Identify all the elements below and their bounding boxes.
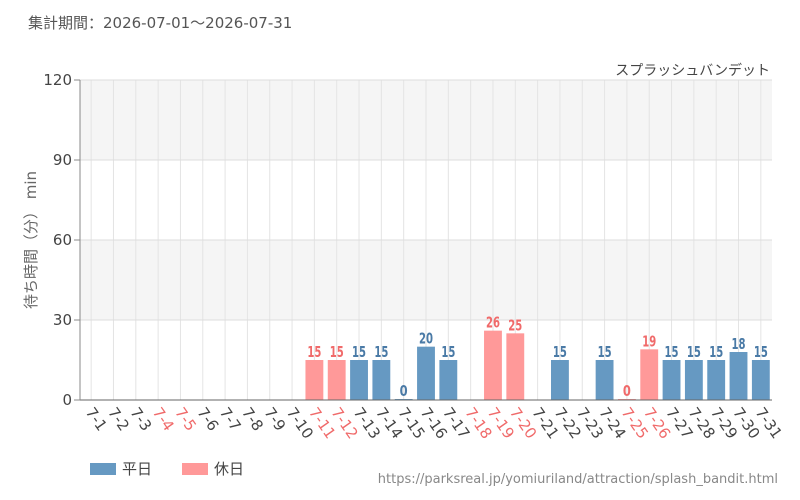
source-url: https://parksreal.jp/yomiuriland/attract…	[377, 472, 778, 487]
bar	[684, 360, 703, 400]
x-tick-label: 7-9	[260, 404, 289, 434]
bar	[327, 360, 346, 400]
bar	[506, 333, 525, 400]
bar	[729, 352, 748, 400]
legend-swatch-weekday	[90, 462, 116, 475]
bar-value-label: 15	[330, 343, 344, 361]
legend-swatch-holiday	[182, 462, 209, 475]
bar-value-label: 25	[508, 316, 522, 334]
y-axis-label: 待ち時間（分） min	[22, 171, 40, 309]
bar	[662, 360, 681, 400]
x-tick-label: 7-5	[171, 404, 200, 434]
bar-value-label: 15	[553, 343, 567, 361]
x-tick-label: 7-2	[104, 404, 133, 434]
x-tick-label: 7-4	[149, 404, 178, 434]
bar	[595, 360, 614, 400]
y-tick-label: 0	[62, 391, 72, 409]
bar-value-label: 0	[400, 382, 408, 400]
vertical-gridlines	[90, 80, 762, 400]
y-tick-label: 90	[53, 151, 72, 169]
bar-value-label: 18	[732, 335, 746, 353]
x-tick-label: 7-8	[238, 404, 267, 434]
bar-value-label: 15	[441, 343, 455, 361]
bar-value-label: 26	[486, 314, 500, 332]
legend-item-weekday: 平日	[90, 458, 152, 479]
bar	[417, 346, 435, 400]
bar	[439, 360, 458, 400]
y-tick-label: 120	[43, 71, 72, 89]
x-tick-label: 7-1	[82, 404, 111, 434]
bar	[551, 360, 569, 400]
bar-labels: 15 15 15 15 0 20 15 26 25 15 15 0 19 15 15 15 18 15	[307, 314, 767, 400]
bars	[305, 330, 770, 400]
bar	[372, 360, 391, 400]
bar-value-label: 15	[754, 343, 768, 361]
bar-value-label: 15	[352, 343, 366, 361]
y-tick-label: 60	[53, 231, 72, 249]
legend-label-holiday: 休日	[214, 460, 245, 478]
bar	[640, 349, 659, 400]
bar-value-label: 15	[307, 343, 321, 361]
bar-value-label: 0	[623, 382, 631, 400]
bar-value-label: 15	[687, 343, 701, 361]
bar	[751, 360, 770, 400]
bar	[707, 360, 726, 400]
attraction-name: スプラッシュバンデット	[615, 62, 770, 79]
bar-value-label: 20	[419, 330, 433, 348]
y-tick-label: 30	[53, 311, 72, 329]
period-text: 集計期間：2026-07-01～2026-07-31	[28, 14, 293, 32]
legend-label-weekday: 平日	[122, 460, 153, 478]
bar	[484, 330, 502, 400]
x-tick-label: 7-3	[127, 404, 156, 434]
x-axis-ticks: 7-17-27-37-47-57-67-77-87-97-107-117-127…	[82, 404, 786, 442]
x-tick-label: 7-6	[193, 404, 222, 434]
bar-value-label: 19	[642, 332, 656, 350]
bar-value-label: 15	[709, 343, 723, 361]
bar-value-label: 15	[374, 343, 388, 361]
bar-value-label: 15	[598, 343, 612, 361]
legend: 平日 休日	[90, 458, 274, 479]
y-axis-ticks: 0 30 60 90 120	[43, 71, 80, 409]
bar-value-label: 15	[665, 343, 679, 361]
x-tick-label: 7-7	[216, 404, 245, 434]
bar	[305, 360, 324, 400]
legend-item-holiday: 休日	[182, 458, 244, 479]
bar	[350, 360, 368, 400]
